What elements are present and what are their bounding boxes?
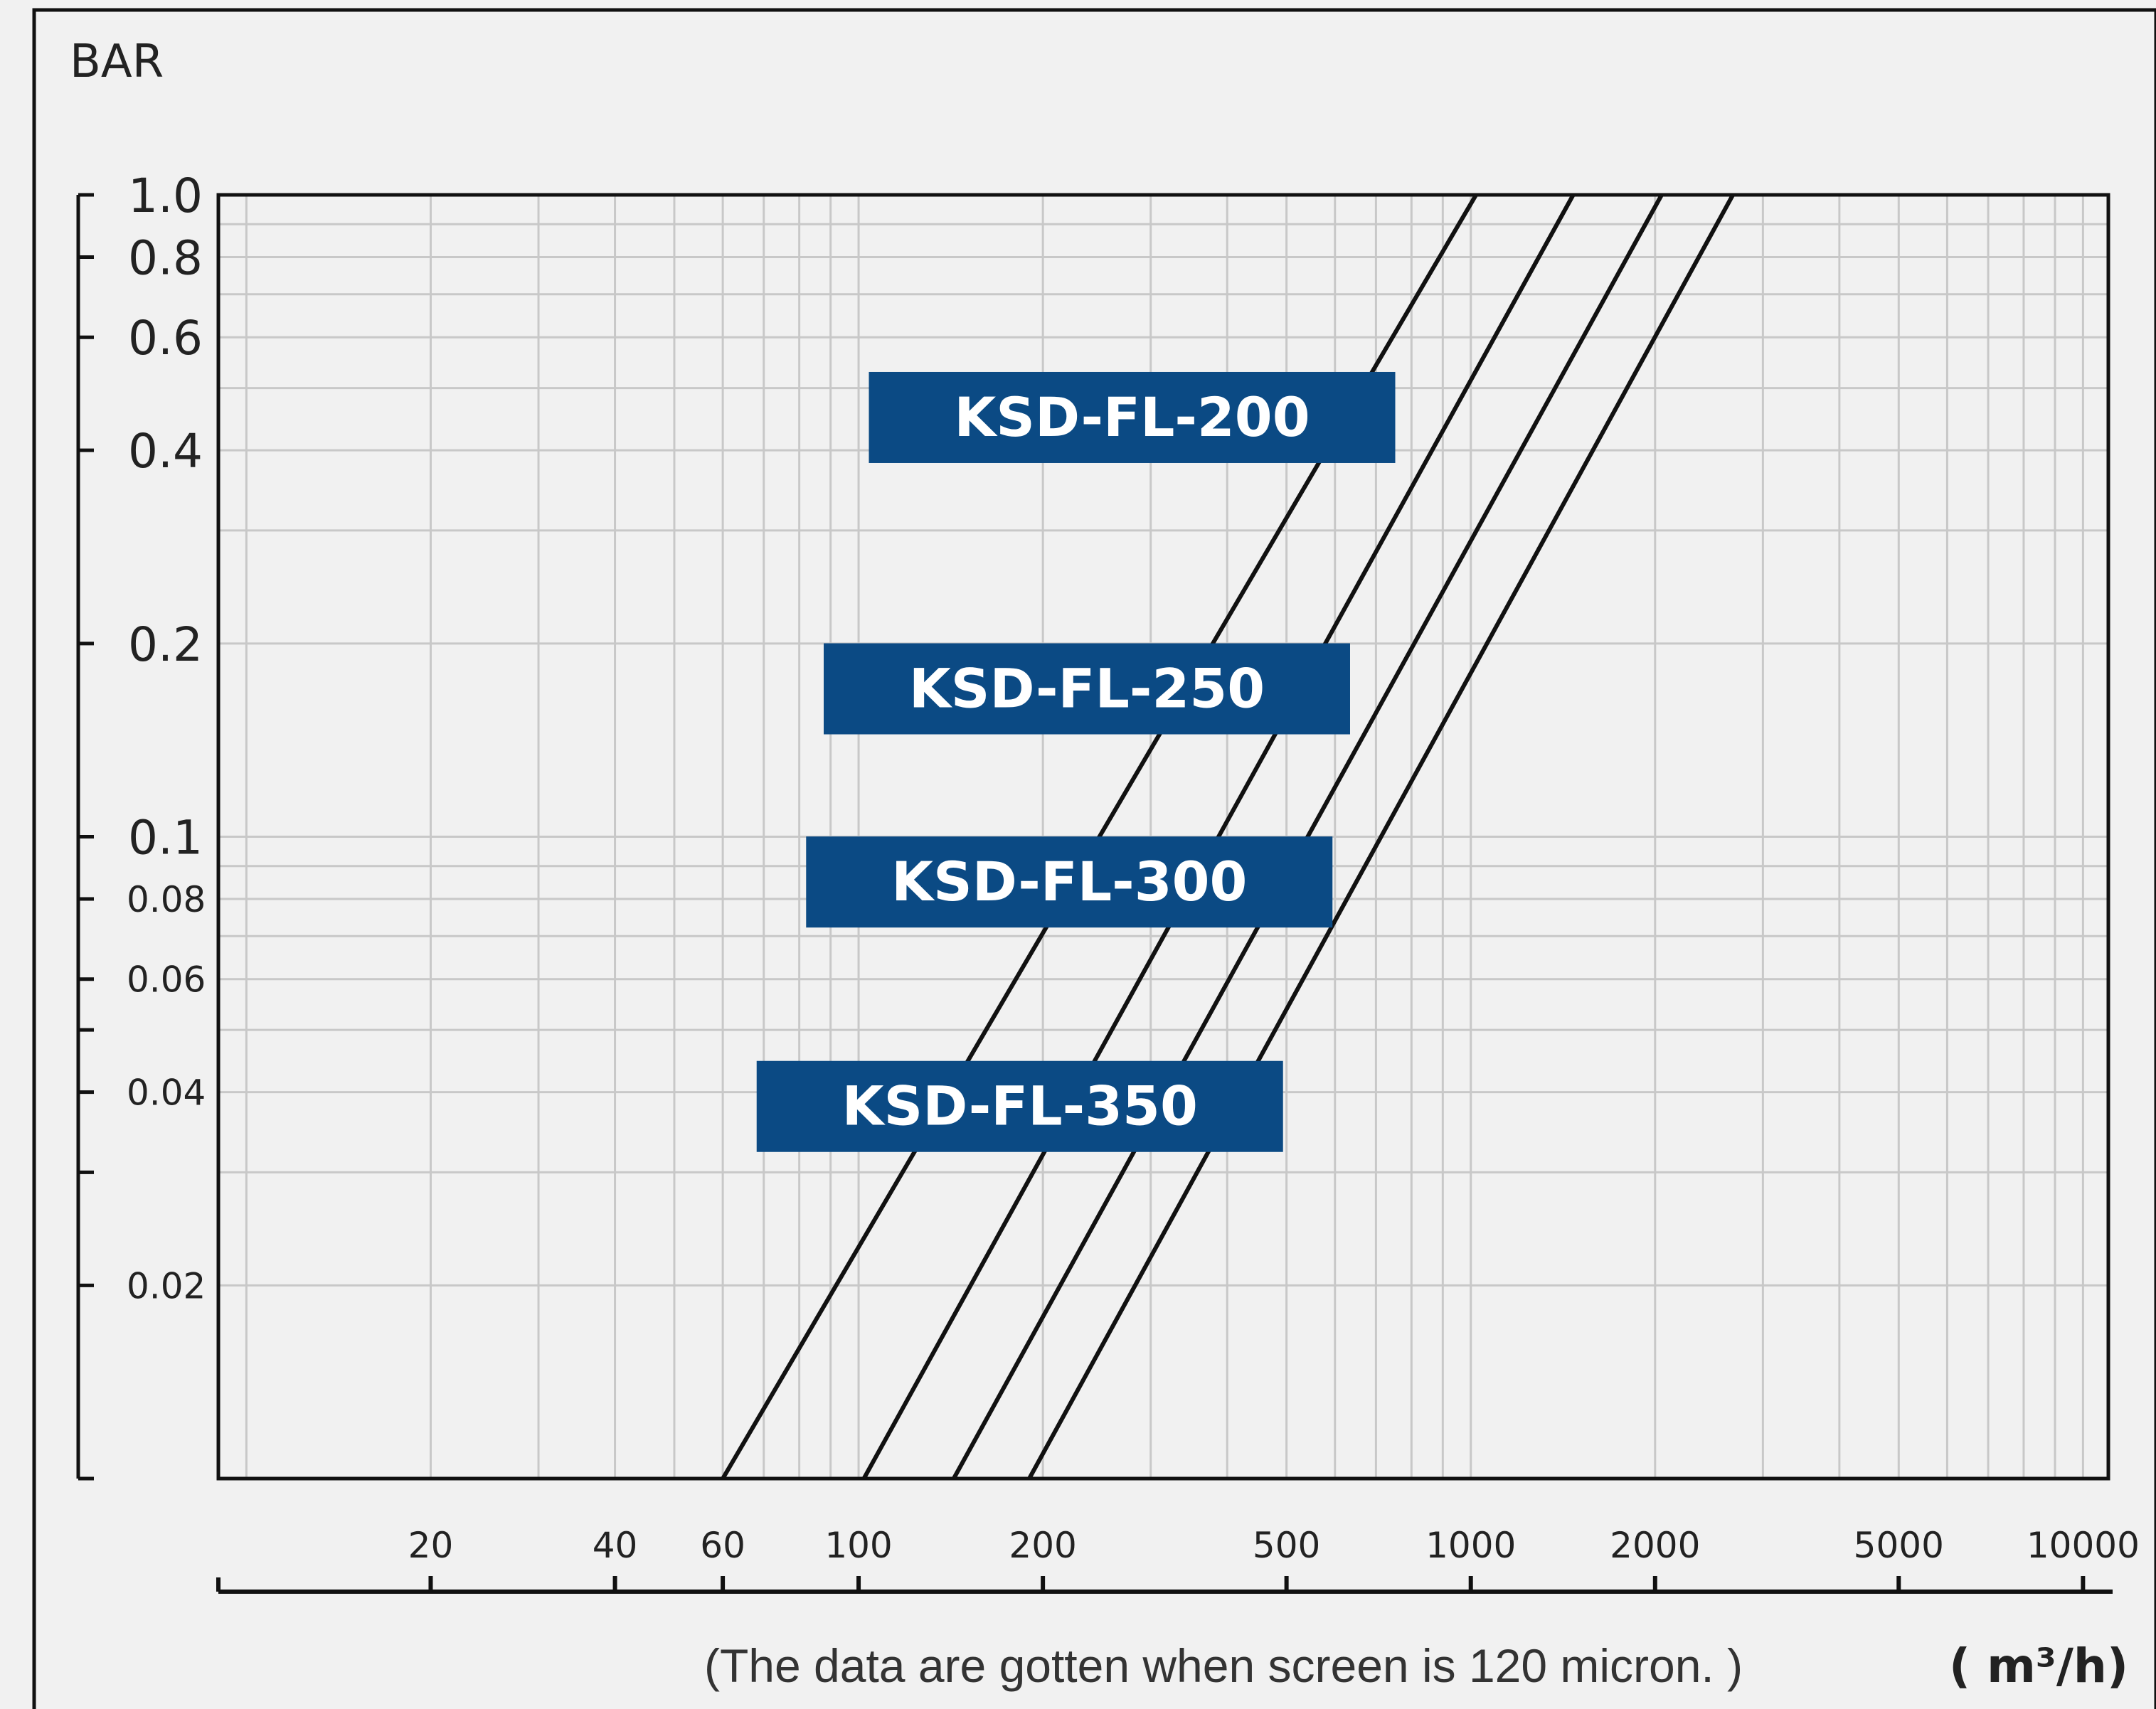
series-label: KSD-FL-250: [823, 643, 1350, 735]
series-labels: KSD-FL-200 KSD-FL-250 KSD-FL-300 KSD-FL-350: [756, 371, 1396, 1152]
x-tick-label: 2000: [1610, 1525, 1700, 1566]
plot-frame: [216, 193, 2110, 1481]
y-tick-label: 0.6: [128, 311, 203, 366]
x-tick-label: 40: [593, 1525, 638, 1566]
y-tick-label: 0.06: [127, 959, 206, 1001]
x-tick-label: 20: [408, 1525, 454, 1566]
data-note: (The data are gotten when screen is 120 …: [704, 1639, 1743, 1692]
x-tick-label: 10000: [2027, 1525, 2140, 1566]
series-label-box: [756, 1060, 1283, 1152]
series-label-box: [806, 836, 1333, 928]
x-tick-label: 5000: [1854, 1525, 1944, 1566]
y-tick-label: 0.04: [127, 1072, 206, 1114]
y-tick-label: 0.4: [128, 424, 203, 479]
y-tick-label: 0.08: [127, 879, 206, 920]
series-label-text: KSD-FL-200: [954, 385, 1310, 449]
y-tick-label: 0.1: [128, 811, 203, 866]
x-tick-label: 500: [1253, 1525, 1320, 1566]
y-tick-label: 0.8: [128, 230, 203, 285]
y-axis-title: BAR: [70, 36, 164, 88]
x-tick-label: 1000: [1425, 1525, 1516, 1566]
series-label: KSD-FL-350: [756, 1060, 1283, 1152]
x-tick-label: 60: [700, 1525, 745, 1566]
series-label-text: KSD-FL-350: [842, 1075, 1198, 1138]
series-line: [1027, 193, 1735, 1480]
y-tick-label: 0.02: [127, 1265, 206, 1306]
series-label: KSD-FL-300: [806, 836, 1333, 928]
x-tick-label: 200: [1009, 1525, 1076, 1566]
series-label-box: [823, 643, 1350, 735]
x-axis: 20 40 60 100 200 500 1000 2000 5000 10000: [216, 1525, 2140, 1594]
series-label-text: KSD-FL-250: [909, 657, 1265, 720]
series-label-text: KSD-FL-300: [891, 850, 1247, 913]
y-tick-label: 1.0: [128, 169, 203, 223]
x-axis-unit: ( m³/h): [1949, 1639, 2128, 1693]
series-label: KSD-FL-200: [869, 371, 1396, 463]
y-tick-label: 0.2: [128, 617, 203, 672]
y-axis: 1.0 0.8 0.6 0.4 0.2 0.1 0.08 0.06 0.04 0.02: [76, 169, 206, 1481]
series-label-box: [869, 371, 1396, 463]
x-tick-label: 100: [824, 1525, 892, 1566]
